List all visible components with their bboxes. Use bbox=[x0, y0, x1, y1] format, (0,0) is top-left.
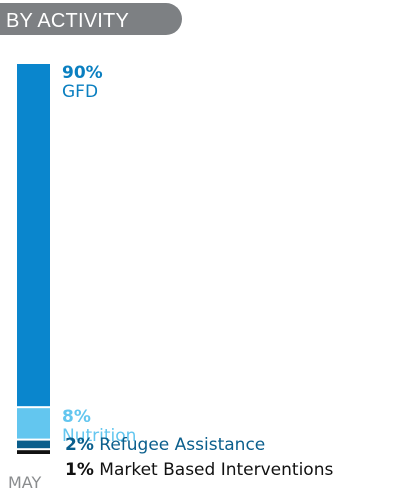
series-label-refugee-assistance: 2% Refugee Assistance bbox=[65, 435, 265, 455]
bar-segment-refugee-assistance bbox=[17, 440, 50, 449]
section-header-pill: BY ACTIVITY bbox=[0, 3, 182, 35]
bar-segment-market-based-interventions bbox=[17, 450, 50, 454]
series-label-market-based-interventions: 1% Market Based Interventions bbox=[65, 460, 333, 480]
bar-segment-nutrition bbox=[17, 408, 50, 439]
x-axis-category-label: MAY bbox=[8, 473, 42, 492]
series-label-nutrition: Nutrition bbox=[62, 426, 136, 446]
section-header-title: BY ACTIVITY bbox=[6, 10, 129, 32]
bar-segment-gfd bbox=[17, 64, 50, 407]
data-label-nutrition: 8% bbox=[62, 407, 91, 427]
data-label-gfd: 90% bbox=[62, 63, 103, 83]
series-label-gfd: GFD bbox=[62, 82, 98, 102]
